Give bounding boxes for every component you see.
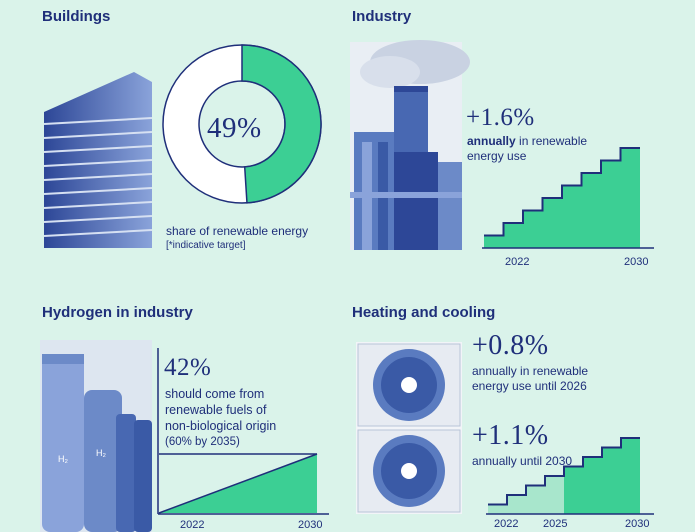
heating-x-label: 2022 [494, 518, 519, 530]
industry-desc-rest: in renewable [515, 134, 588, 148]
hydrogen-tanks-photo: H₂ H₂ [40, 340, 152, 532]
building-floor-line [43, 215, 153, 223]
buildings-value: 49% [207, 112, 262, 144]
hydrogen-ramp-edge [158, 453, 318, 514]
building-floor-line [43, 131, 153, 139]
building-floor-line [43, 159, 153, 167]
hydrogen-desc-line: non-biological origin [165, 419, 277, 433]
building-photo [43, 72, 153, 248]
hydrogen-title: Hydrogen in industry [42, 304, 193, 321]
hydrogen-x-start: 2022 [180, 519, 205, 531]
step-bar [562, 185, 582, 248]
donut-share-arc [241, 44, 322, 204]
step-bar [583, 457, 602, 514]
buildings-title: Buildings [42, 8, 111, 25]
hydrogen-value: 42% [164, 354, 212, 381]
hydrogen-desc-line: renewable fuels of [165, 403, 267, 417]
industry-x-end: 2030 [624, 256, 649, 268]
h2-label-1: H₂ [58, 454, 68, 464]
factory-photo [350, 40, 470, 250]
step-bar [484, 235, 504, 248]
step-bar [488, 504, 507, 514]
industry-x-start: 2022 [505, 256, 530, 268]
industry-desc-bold: annually [467, 134, 516, 148]
heating-desc-2: annually until 2030 [472, 454, 573, 468]
step-bar [620, 148, 640, 248]
step-bar [545, 476, 564, 514]
heating-value-2: +1.1% [472, 420, 549, 451]
hydrogen-desc: should come from renewable fuels of non-… [165, 386, 276, 450]
buildings-note: [*indicative target] [166, 240, 246, 251]
industry-value: +1.6% [466, 104, 535, 131]
heating-desc-1-line: energy use until 2026 [472, 379, 587, 393]
building-floor-line [43, 229, 153, 237]
heating-title: Heating and cooling [352, 304, 496, 321]
step-bar [581, 173, 601, 248]
step-bar [601, 160, 621, 248]
step-bar [542, 198, 562, 248]
building-floor-line [43, 117, 153, 125]
building-floor-line [43, 201, 153, 209]
buildings-desc: share of renewable energy [166, 224, 309, 238]
step-bar [564, 466, 583, 514]
heating-step-chart [486, 437, 654, 515]
building-floor-line [43, 145, 153, 153]
industry-step-chart [482, 147, 654, 249]
heating-x-label: 2030 [625, 518, 650, 530]
building-floor-line [43, 173, 153, 181]
step-bar [523, 210, 543, 248]
step-outline [488, 437, 640, 506]
buildings-donut-chart [162, 44, 322, 204]
step-outline [484, 147, 640, 237]
step-bar [526, 485, 545, 514]
building-floor-line [43, 187, 153, 195]
heating-desc-1: annually in renewable energy use until 2… [472, 364, 588, 394]
step-bar [503, 223, 523, 248]
industry-title: Industry [352, 8, 412, 25]
hydrogen-ramp-chart [157, 348, 329, 515]
hydrogen-x-end: 2030 [298, 519, 323, 531]
hydrogen-desc-line: should come from [165, 387, 265, 401]
heating-desc-1-line: annually in renewable [472, 364, 589, 378]
step-bar [602, 447, 621, 514]
industry-desc: annually in renewable energy use [467, 134, 587, 164]
heating-x-label: 2025 [543, 518, 568, 530]
step-bar [621, 438, 640, 514]
industry-desc-line2: energy use [467, 149, 527, 163]
heat-pump-photo [356, 342, 462, 514]
heating-value-1: +0.8% [472, 330, 549, 361]
hydrogen-desc-line: (60% by 2035) [165, 436, 240, 448]
h2-label-2: H₂ [96, 448, 106, 458]
step-bar [507, 495, 526, 514]
